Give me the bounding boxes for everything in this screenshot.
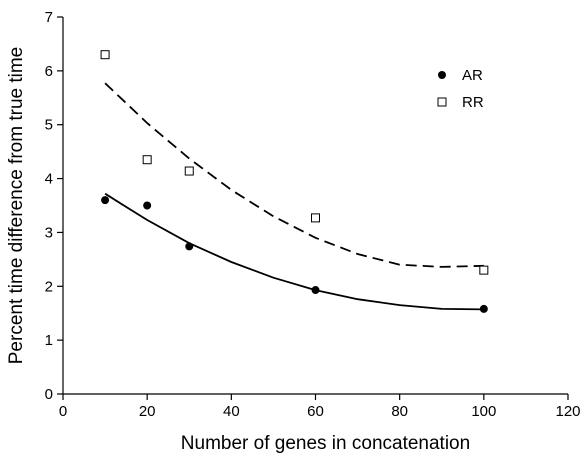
x-tick-label-100: 100 [471, 403, 496, 420]
x-axis-title: Number of genes in concatenation [181, 433, 470, 454]
y-tick-label-4: 4 [45, 171, 53, 188]
legend-label-ar: AR [462, 67, 483, 84]
point-rr-60 [311, 213, 320, 223]
point-ar-10 [101, 196, 110, 205]
y-tick-label-7: 7 [45, 9, 53, 26]
y-tick-label-1: 1 [45, 332, 53, 349]
axes [62, 17, 568, 395]
legend: AR RR [437, 67, 484, 111]
y-tick-label-5: 5 [45, 117, 53, 134]
point-ar-100 [479, 304, 488, 313]
legend-marker-rr [437, 97, 447, 107]
trend-line-ar [104, 192, 484, 311]
legend-label-rr: RR [462, 94, 484, 111]
x-tick-label-20: 20 [139, 403, 156, 420]
trend-lines [104, 82, 484, 311]
trend-line-rr [104, 82, 484, 268]
x-tick-label-80: 80 [391, 403, 408, 420]
point-rr-30 [184, 166, 194, 176]
y-axis-title: Percent time difference from true time [6, 47, 27, 365]
point-ar-60 [311, 286, 320, 295]
point-rr-100 [479, 265, 489, 275]
y-tick-label-0: 0 [45, 386, 53, 403]
point-rr-10 [100, 50, 110, 60]
x-tick-label-40: 40 [223, 403, 240, 420]
x-tick-label-0: 0 [59, 403, 67, 420]
x-tick-label-60: 60 [307, 403, 324, 420]
y-ticks: 0 1 2 3 4 5 6 7 [45, 9, 63, 403]
y-tick-label-6: 6 [45, 63, 53, 80]
legend-marker-ar [438, 71, 446, 79]
data-markers [100, 50, 489, 313]
x-ticks: 0 20 40 60 80 100 120 [59, 394, 581, 420]
point-ar-30 [185, 242, 194, 251]
x-tick-label-120: 120 [555, 403, 580, 420]
point-rr-20 [142, 155, 152, 165]
y-tick-label-2: 2 [45, 278, 53, 295]
point-ar-20 [143, 201, 152, 210]
y-tick-label-3: 3 [45, 224, 53, 241]
